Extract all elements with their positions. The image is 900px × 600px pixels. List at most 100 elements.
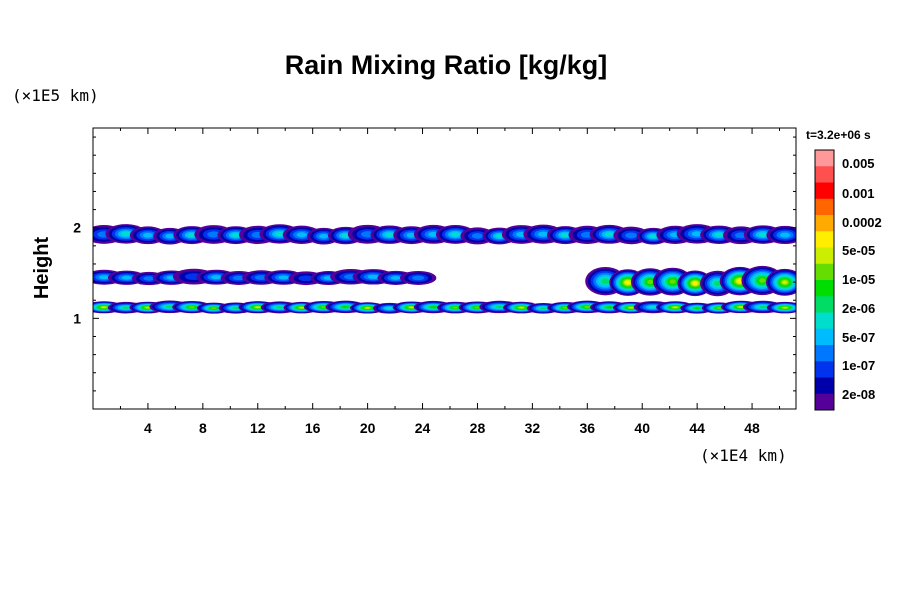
- contour-cell: [342, 305, 350, 309]
- x-tick-label: 20: [360, 420, 376, 436]
- colorbar-label: 2e-08: [842, 387, 875, 402]
- contour-cell: [165, 233, 175, 239]
- colorbar-labels: 0.005 0.001 0.0002 5e-05 1e-05 2e-06 5e-07 1e-0…: [842, 156, 882, 402]
- contour-cell: [692, 281, 698, 285]
- contour-cell: [648, 305, 658, 309]
- contour-cell: [782, 306, 788, 309]
- contour-cell: [385, 232, 394, 237]
- colorbar-label: 0.005: [842, 156, 875, 171]
- contour-cell: [452, 306, 459, 309]
- colorbar-swatch: [815, 182, 834, 200]
- contour-cell: [98, 275, 110, 280]
- colorbar-swatch: [815, 247, 834, 265]
- contour-cell: [122, 306, 130, 309]
- contour-cell: [210, 275, 222, 280]
- contour-cell: [188, 306, 195, 309]
- contour-cell: [341, 233, 350, 238]
- y-tick-label: 2: [73, 220, 81, 236]
- contour-cell: [474, 306, 481, 309]
- y-axis-label: Height: [31, 237, 53, 300]
- colorbar-swatch: [815, 166, 834, 183]
- colorbar-swatches: [815, 150, 834, 411]
- contour-cell: [649, 234, 658, 239]
- contour-cell: [625, 232, 638, 239]
- contour-cell: [412, 275, 425, 281]
- colorbar-swatch: [815, 231, 834, 248]
- contour-cell: [495, 234, 504, 238]
- colorbar-swatch: [815, 263, 834, 281]
- colorbar-swatch: [815, 312, 834, 330]
- contour-cell: [320, 306, 327, 309]
- plot-background: [93, 128, 796, 409]
- contour-cell: [278, 275, 289, 280]
- contour-cell: [254, 275, 268, 280]
- colorbar-swatch: [815, 328, 834, 346]
- x-tick-label: 24: [415, 420, 431, 436]
- contour-cell: [759, 278, 766, 283]
- colorbar-swatch: [815, 361, 834, 378]
- colorbar-label: 5e-07: [842, 330, 875, 345]
- colorbar-label: 2e-06: [842, 301, 875, 316]
- contour-cell: [121, 231, 131, 237]
- x-tick-label: 36: [580, 420, 596, 436]
- contour-cell: [738, 306, 744, 308]
- contour-cell: [584, 305, 591, 308]
- contour-cell: [561, 233, 570, 238]
- colorbar-swatch: [815, 393, 834, 411]
- contour-cell: [691, 231, 703, 237]
- contour-cell: [296, 232, 307, 238]
- contour-cell: [365, 307, 371, 309]
- contour-cell: [255, 306, 261, 309]
- contour-cell: [232, 275, 245, 281]
- contour-cell: [165, 305, 174, 309]
- contour-cell: [625, 280, 631, 285]
- contour-cell: [628, 306, 634, 309]
- contour-cell: [672, 306, 678, 309]
- contour-cell: [779, 232, 791, 238]
- y-tick-label: 1: [73, 310, 81, 326]
- contour-cell: [207, 231, 221, 238]
- contour-cell: [518, 306, 525, 309]
- colorbar-time-label: t=3.2e+06 s: [806, 128, 871, 142]
- contour-cell: [231, 233, 241, 238]
- colorbar-swatch: [815, 296, 834, 313]
- contour-cell: [495, 305, 504, 309]
- contour-cell: [604, 232, 614, 237]
- contour-cell: [714, 280, 721, 287]
- colorbar-label: 0.0002: [842, 215, 882, 230]
- contour-cell: [782, 280, 788, 285]
- x-tick-label: 32: [525, 420, 541, 436]
- contour-cell: [319, 233, 329, 239]
- contour-cell: [537, 231, 549, 237]
- colorbar: 0.005 0.001 0.0002 5e-05 1e-05 2e-06 5e-07 1e-0…: [814, 149, 882, 411]
- x-axis-unit: (×1E4 km): [700, 446, 787, 465]
- colorbar-label: 5e-05: [842, 243, 875, 258]
- colorbar-swatch: [815, 280, 834, 297]
- contour-cell: [601, 278, 610, 284]
- contour-cell: [385, 307, 394, 310]
- contour-cell: [758, 232, 768, 237]
- x-tick-label: 8: [199, 420, 207, 436]
- contour-cell: [101, 306, 107, 309]
- x-tick-label: 28: [470, 420, 486, 436]
- contour-cell: [145, 306, 151, 309]
- colorbar-frame: [814, 149, 835, 411]
- contour-cell: [714, 232, 724, 237]
- y-axis-unit: (×1E5 km): [12, 86, 99, 105]
- plot-frame: [92, 127, 797, 410]
- colorbar-swatch: [815, 150, 834, 167]
- contour-cell: [390, 276, 401, 280]
- contour-cell: [430, 305, 438, 309]
- contour-cell: [737, 279, 743, 283]
- contour-cell: [211, 307, 217, 309]
- x-tick-label: 40: [634, 420, 650, 436]
- colorbar-label: 1e-07: [842, 358, 875, 373]
- contour-field: [93, 224, 796, 314]
- contour-cell: [669, 279, 676, 284]
- contour-cell: [562, 306, 569, 309]
- contour-cell: [694, 307, 701, 310]
- contour-cell: [299, 306, 305, 309]
- contour-cell: [187, 232, 197, 238]
